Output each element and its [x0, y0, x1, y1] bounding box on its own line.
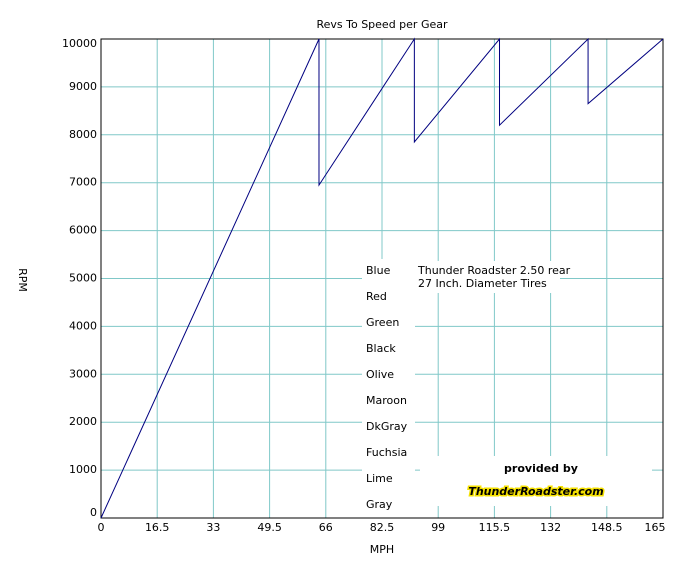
x-tick-label: 132	[540, 521, 561, 534]
x-tick-label: 165	[645, 521, 666, 534]
credit-background	[420, 456, 652, 506]
x-tick-label: 82.5	[370, 521, 395, 534]
legend-label: DkGray	[366, 420, 408, 433]
legend-label: Maroon	[366, 394, 407, 407]
data-line	[100, 37, 664, 519]
x-tick-label: 66	[319, 521, 333, 534]
y-tick-label: 1000	[69, 463, 97, 476]
annotation: 27 Inch. Diameter Tires	[418, 277, 547, 290]
legend-label: Gray	[366, 498, 393, 511]
legend-label: Red	[366, 290, 387, 303]
y-tick-label: 4000	[69, 319, 97, 332]
legend-label: Lime	[366, 472, 393, 485]
x-axis-label: MPH	[370, 543, 394, 556]
x-tick-label: 0	[98, 521, 105, 534]
legend-background	[362, 259, 415, 518]
y-tick-label: 0	[90, 506, 97, 519]
y-tick-label: 6000	[69, 224, 97, 237]
y-tick-label: 8000	[69, 128, 97, 141]
annotation: Thunder Roadster 2.50 rear	[417, 264, 571, 277]
y-tick-label: 5000	[69, 272, 97, 285]
site-logo: ThunderRoadster.com	[468, 485, 603, 498]
x-tick-label: 99	[431, 521, 445, 534]
y-axis-label: RPM	[16, 268, 29, 292]
y-tick-label: 2000	[69, 415, 97, 428]
note-background	[415, 261, 560, 293]
legend-label: Blue	[366, 264, 391, 277]
y-tick-label: 10000	[62, 37, 97, 50]
y-tick-label: 7000	[69, 176, 97, 189]
y-tick-label: 3000	[69, 367, 97, 380]
legend-label: Green	[366, 316, 399, 329]
x-tick-label: 49.5	[257, 521, 282, 534]
legend-label: Olive	[366, 368, 394, 381]
plot-frame	[100, 38, 664, 519]
chart-title: Revs To Speed per Gear	[316, 18, 448, 31]
x-tick-label: 16.5	[145, 521, 170, 534]
x-tick-label: 148.5	[591, 521, 623, 534]
x-tick-label: 33	[206, 521, 220, 534]
legend-label: Black	[366, 342, 396, 355]
x-tick-label: 115.5	[479, 521, 511, 534]
y-tick-label: 9000	[69, 80, 97, 93]
legend-label: Fuchsia	[366, 446, 407, 459]
credit: provided by	[504, 462, 578, 475]
